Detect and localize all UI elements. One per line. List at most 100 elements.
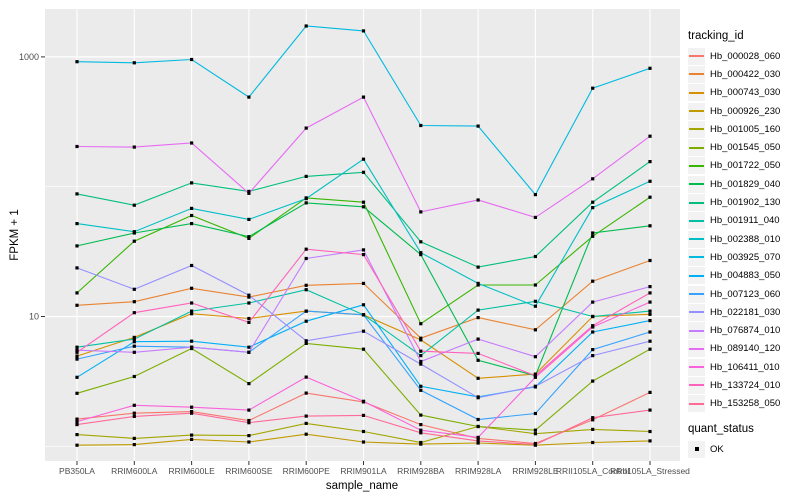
legend-item-Hb_089140_120: Hb_089140_120	[688, 340, 800, 358]
data-point	[648, 330, 652, 334]
data-point	[476, 424, 480, 429]
data-point	[476, 316, 480, 320]
line-swatch-icon	[689, 201, 704, 204]
y-tick-label: 10	[29, 312, 39, 322]
data-point	[247, 301, 251, 305]
data-point	[476, 198, 480, 202]
data-point	[132, 203, 136, 207]
data-point	[361, 313, 366, 317]
data-point	[419, 349, 423, 353]
legend-key	[688, 212, 705, 230]
legend-item-Hb_000028_060: Hb_000028_060	[688, 47, 800, 65]
data-point	[591, 324, 595, 328]
x-tick-label: RRIM600PE	[283, 466, 331, 476]
data-point	[304, 24, 308, 28]
data-point	[247, 316, 251, 321]
data-point	[75, 420, 79, 424]
data-point	[75, 391, 79, 395]
legend-item-Hb_106411_010: Hb_106411_010	[688, 358, 800, 376]
legend-key	[688, 157, 705, 175]
data-point	[304, 339, 308, 343]
data-point	[132, 239, 136, 243]
legend-item-label: Hb_089140_120	[710, 343, 781, 355]
data-point	[247, 235, 251, 239]
data-point	[419, 240, 423, 244]
x-tick-label: RRIM901LA	[340, 466, 387, 476]
data-point	[533, 411, 537, 416]
data-point	[361, 329, 366, 333]
legend-item-label: Hb_007123_060	[710, 288, 781, 300]
data-point	[190, 286, 194, 290]
line-swatch-icon	[689, 274, 704, 277]
data-point	[591, 177, 595, 181]
data-point	[75, 192, 79, 196]
data-point	[132, 344, 136, 348]
line-swatch-icon	[689, 110, 704, 113]
data-point	[361, 29, 366, 33]
legend-key	[688, 340, 705, 358]
data-point	[190, 411, 194, 415]
data-point	[533, 374, 537, 378]
data-point	[190, 206, 194, 210]
data-point	[361, 253, 366, 257]
data-point	[361, 95, 366, 99]
data-point	[190, 405, 194, 409]
data-point	[648, 134, 652, 138]
data-point	[419, 253, 423, 257]
line-swatch-icon	[689, 347, 704, 350]
data-point	[648, 347, 652, 351]
data-point	[476, 441, 480, 445]
legend-item-label: Hb_003925_070	[710, 251, 781, 263]
data-point	[419, 123, 423, 128]
data-point	[247, 191, 251, 195]
data-point	[533, 432, 537, 436]
legend-item-Hb_001829_040: Hb_001829_040	[688, 175, 800, 193]
data-point	[419, 423, 423, 427]
data-point	[533, 299, 537, 303]
data-point	[247, 345, 251, 349]
data-point	[190, 339, 194, 343]
legend-key	[688, 194, 705, 212]
legend-item-Hb_007123_060: Hb_007123_060	[688, 285, 800, 303]
x-tick-label: RRII105LA_Control	[556, 466, 630, 476]
data-point	[533, 283, 537, 287]
x-tick-label: PB350LA	[59, 466, 95, 476]
legend-key	[688, 175, 705, 193]
data-point	[75, 350, 79, 354]
data-point	[591, 279, 595, 283]
data-point	[304, 432, 308, 436]
x-tick-label: RRIM600LE	[168, 466, 215, 476]
data-point	[361, 399, 366, 403]
data-point	[591, 234, 595, 238]
data-point	[648, 429, 652, 434]
data-point	[419, 359, 423, 364]
data-point	[648, 439, 652, 443]
data-point	[591, 418, 595, 422]
legend-key	[688, 395, 705, 413]
data-point	[361, 205, 366, 209]
data-point	[75, 144, 79, 149]
legend-key	[688, 65, 705, 83]
data-point	[190, 312, 194, 316]
data-point	[361, 200, 366, 204]
data-point	[591, 200, 595, 204]
data-point	[190, 222, 194, 226]
data-point	[132, 337, 136, 341]
data-point	[361, 170, 366, 174]
legend-key	[688, 303, 705, 321]
data-point	[247, 293, 251, 297]
data-point	[132, 230, 136, 234]
tracking-id-legend-items: Hb_000028_060 Hb_000422_030 Hb_000743_030 H…	[688, 47, 800, 413]
legend-item-label: Hb_000743_030	[710, 87, 781, 99]
data-point	[476, 435, 480, 439]
data-point	[190, 309, 194, 313]
data-point	[591, 330, 595, 334]
data-point	[304, 414, 308, 418]
legend-item-Hb_001902_130: Hb_001902_130	[688, 193, 800, 212]
plot-area	[45, 9, 680, 461]
data-point	[247, 421, 251, 425]
data-point	[304, 126, 308, 130]
legend-key	[688, 120, 705, 138]
legend-key	[688, 102, 705, 120]
